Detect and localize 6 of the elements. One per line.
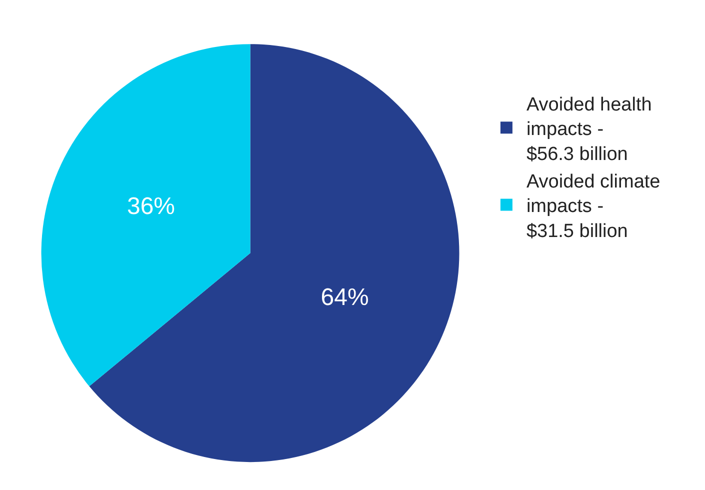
data-label: 36% bbox=[126, 192, 176, 220]
legend-label: Avoided climate impacts - $31.5 billion bbox=[526, 171, 660, 242]
data-label: 64% bbox=[320, 284, 369, 312]
legend-label: Avoided health impacts - $56.3 billion bbox=[526, 94, 652, 165]
pie-slice bbox=[89, 44, 460, 462]
pie-slice bbox=[42, 44, 250, 386]
